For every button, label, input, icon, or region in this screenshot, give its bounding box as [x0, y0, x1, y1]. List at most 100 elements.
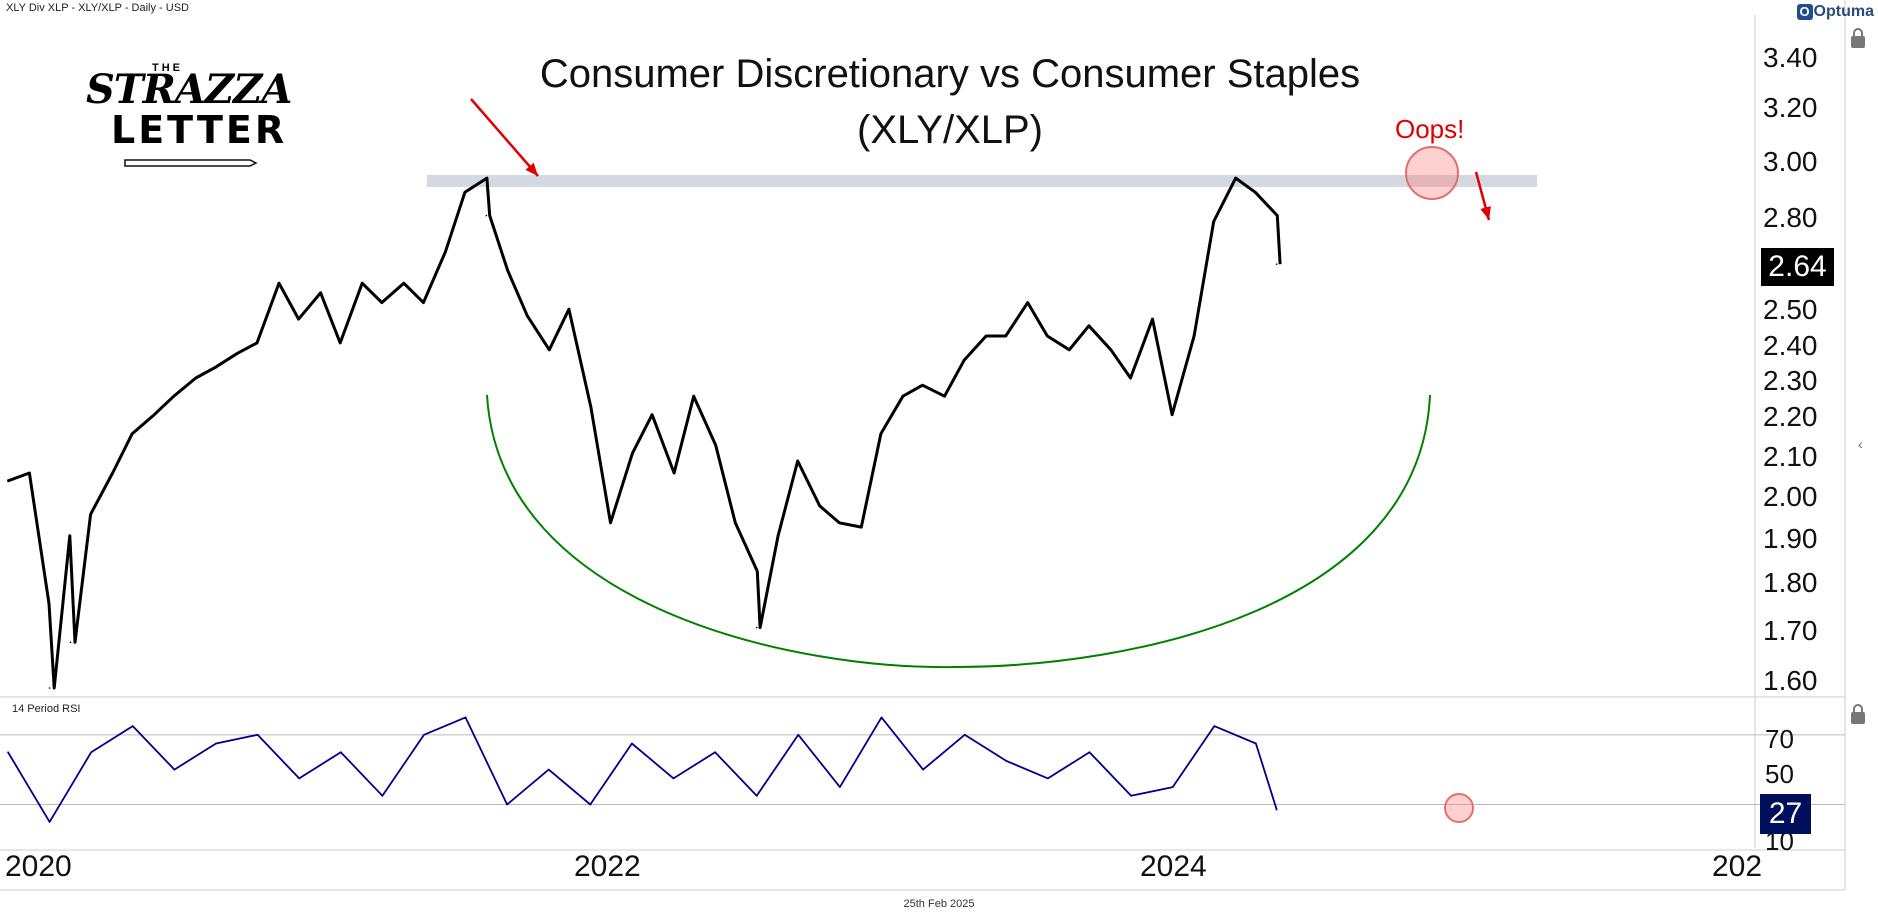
price-point — [464, 191, 467, 194]
rsi-point — [672, 777, 675, 780]
price-point — [735, 522, 737, 524]
price-point — [319, 292, 321, 294]
y-tick-label: 2.50 — [1763, 294, 1818, 325]
rsi-point — [880, 716, 883, 719]
y-tick-label: 2.10 — [1763, 441, 1818, 472]
price-point — [256, 342, 259, 344]
rsi-point — [298, 777, 300, 780]
y-tick-label: 3.20 — [1763, 92, 1818, 123]
rsi-panel-title: 14 Period RSI — [12, 703, 81, 715]
collapse-panel-icon[interactable]: ‹ — [1858, 436, 1863, 452]
price-point — [131, 432, 134, 435]
price-point — [443, 250, 446, 253]
price-point — [1213, 220, 1216, 223]
price-point — [152, 413, 155, 416]
price-point — [631, 452, 633, 454]
x-tick-label: 2024 — [1140, 850, 1207, 883]
y-tick-label: 2.40 — [1763, 330, 1818, 361]
rsi-tick-label: 50 — [1765, 759, 1794, 789]
price-point — [485, 214, 488, 217]
x-tick-label: 202 — [1712, 850, 1763, 883]
price-point — [755, 626, 758, 629]
rsi-point — [90, 751, 92, 754]
price-point — [693, 395, 696, 397]
rsi-point — [631, 742, 633, 745]
price-point — [277, 282, 280, 284]
price-point — [1171, 413, 1174, 416]
chart-header: XLY Div XLP - XLY/XLP - Daily - USD — [6, 2, 189, 14]
price-point — [1047, 335, 1049, 337]
price-point — [360, 282, 363, 284]
rsi-point — [1213, 725, 1216, 727]
price-point — [339, 342, 342, 344]
y-tick-label: 3.00 — [1763, 146, 1818, 177]
price-point — [69, 641, 72, 644]
price-point — [111, 472, 113, 474]
lock-icon[interactable] — [1851, 704, 1865, 724]
price-point — [818, 505, 820, 507]
rsi-point — [1130, 794, 1132, 797]
peak-arrow — [470, 98, 539, 177]
price-point — [963, 359, 966, 362]
rsi-point — [1005, 760, 1008, 762]
chart-subtitle: (XLY/XLP) — [857, 108, 1043, 152]
price-point — [1275, 214, 1278, 217]
price-point — [984, 335, 987, 337]
price-point — [547, 348, 550, 351]
price-point — [1067, 348, 1070, 351]
y-tick-label: 3.40 — [1763, 42, 1818, 73]
rsi-point — [256, 734, 259, 736]
price-point — [381, 301, 384, 304]
rsi-value-tag: 27 — [1760, 794, 1811, 834]
price-point — [48, 687, 51, 689]
y-tick-label: 1.60 — [1763, 665, 1818, 696]
price-point — [485, 177, 488, 179]
rsi-point — [215, 742, 217, 745]
price-point — [589, 406, 592, 409]
rsi-point — [1171, 786, 1174, 788]
price-series-line — [6, 176, 1282, 690]
footer-date: 25th Feb 2025 — [903, 898, 975, 910]
rsi-point — [714, 751, 716, 754]
price-point — [859, 526, 862, 528]
rsi-point — [1275, 808, 1278, 811]
rsi-point — [589, 803, 592, 806]
price-point — [755, 570, 758, 573]
optuma-logo: O Optuma — [1796, 3, 1874, 21]
price-point — [235, 352, 238, 355]
logo-strazza: STRAZZA — [86, 66, 292, 113]
rsi-point — [797, 734, 800, 736]
rsi-point — [7, 751, 9, 754]
price-point — [568, 308, 571, 310]
rsi-point — [464, 716, 467, 719]
peak-highlight-circle — [1405, 146, 1459, 200]
price-point — [1130, 377, 1132, 379]
y-tick-label: 1.80 — [1763, 567, 1818, 598]
rsi-point — [173, 768, 176, 771]
x-tick-label: 2022 — [574, 850, 641, 883]
price-point — [27, 472, 30, 474]
rsi-point — [1047, 777, 1049, 780]
rsi-point — [922, 768, 924, 771]
rsi-point — [839, 786, 841, 788]
chart-title: Consumer Discretionary vs Consumer Stapl… — [539, 52, 1361, 96]
price-point — [943, 395, 945, 397]
price-point — [7, 480, 9, 482]
rsi-series-line — [7, 716, 1278, 823]
price-point — [1088, 325, 1091, 327]
price-point — [173, 395, 176, 397]
oops-annotation: Oops! — [1395, 114, 1465, 144]
logo-pen — [124, 159, 258, 167]
price-point — [1109, 348, 1112, 351]
price-point — [48, 602, 51, 605]
rsi-point — [131, 725, 134, 727]
y-tick-label: 2.80 — [1763, 202, 1818, 233]
price-point — [69, 534, 72, 537]
price-point — [922, 384, 924, 387]
last-price-tag: 2.64 — [1761, 248, 1834, 286]
peak-arrow-head — [525, 162, 538, 176]
price-point — [1234, 177, 1236, 179]
lock-icon[interactable] — [1851, 28, 1865, 48]
price-point — [797, 460, 800, 462]
